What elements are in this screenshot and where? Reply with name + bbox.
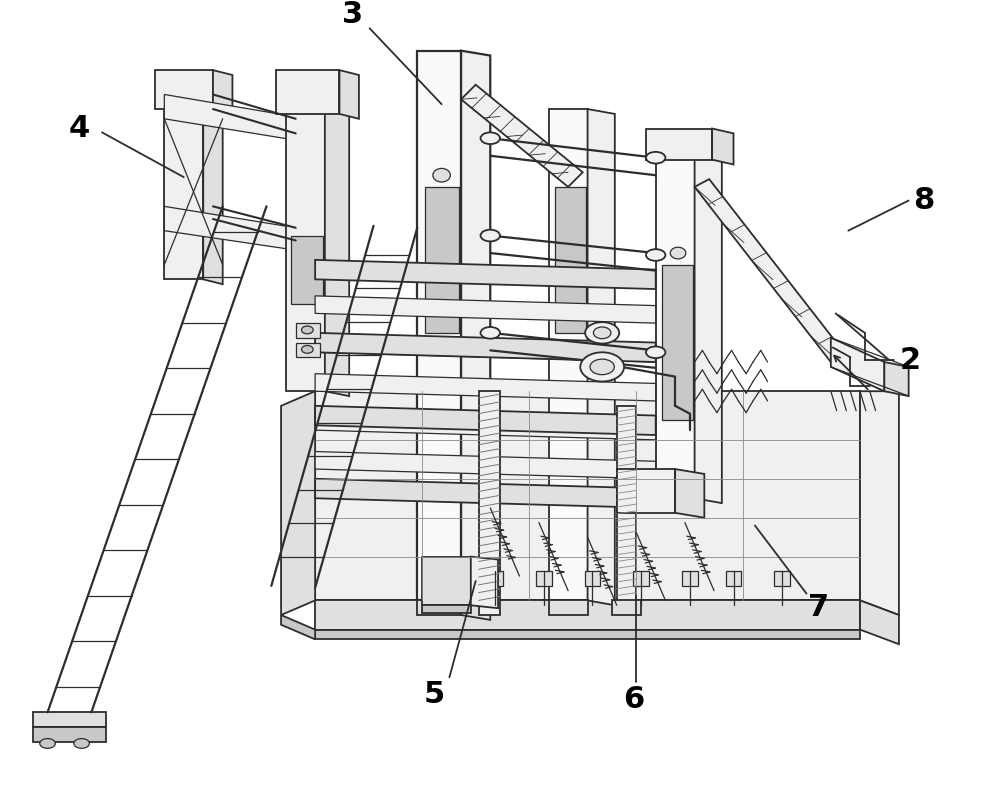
Polygon shape	[315, 452, 656, 478]
Polygon shape	[315, 600, 860, 629]
Ellipse shape	[670, 247, 686, 259]
Text: 8: 8	[914, 186, 935, 215]
Polygon shape	[425, 187, 459, 333]
Polygon shape	[276, 70, 339, 114]
Ellipse shape	[580, 352, 624, 381]
Ellipse shape	[646, 249, 665, 261]
Polygon shape	[682, 571, 698, 586]
Ellipse shape	[585, 322, 619, 344]
Ellipse shape	[302, 345, 313, 354]
Polygon shape	[296, 342, 320, 357]
Polygon shape	[296, 323, 320, 337]
Polygon shape	[831, 337, 884, 391]
Polygon shape	[315, 374, 656, 401]
Polygon shape	[612, 600, 641, 615]
Polygon shape	[315, 413, 656, 440]
Ellipse shape	[302, 326, 313, 334]
Polygon shape	[662, 264, 693, 420]
Ellipse shape	[646, 152, 665, 164]
Polygon shape	[315, 478, 656, 508]
Polygon shape	[555, 187, 586, 333]
Polygon shape	[339, 70, 359, 118]
Text: 6: 6	[623, 685, 644, 714]
Polygon shape	[536, 571, 552, 586]
Polygon shape	[164, 79, 203, 99]
Polygon shape	[646, 128, 712, 160]
Polygon shape	[549, 600, 588, 615]
Text: 3: 3	[342, 0, 363, 29]
Polygon shape	[315, 629, 860, 639]
Polygon shape	[675, 469, 704, 517]
Text: 4: 4	[69, 114, 90, 143]
Text: 2: 2	[900, 345, 921, 375]
Polygon shape	[417, 50, 461, 600]
Polygon shape	[549, 109, 588, 600]
Polygon shape	[461, 50, 490, 605]
Polygon shape	[315, 406, 656, 435]
Polygon shape	[422, 605, 471, 613]
Ellipse shape	[433, 169, 450, 182]
Ellipse shape	[593, 327, 611, 339]
Polygon shape	[164, 206, 296, 250]
Ellipse shape	[74, 739, 89, 749]
Polygon shape	[33, 712, 106, 727]
Polygon shape	[461, 600, 490, 620]
Polygon shape	[315, 296, 656, 323]
Polygon shape	[633, 571, 649, 586]
Polygon shape	[164, 94, 296, 140]
Ellipse shape	[481, 327, 500, 339]
Polygon shape	[617, 406, 636, 605]
Polygon shape	[695, 148, 722, 503]
Polygon shape	[656, 498, 695, 510]
Polygon shape	[203, 99, 223, 284]
Polygon shape	[315, 391, 860, 600]
Polygon shape	[656, 148, 695, 498]
Polygon shape	[315, 260, 656, 289]
Polygon shape	[286, 79, 325, 109]
Polygon shape	[479, 391, 500, 615]
Polygon shape	[281, 615, 315, 639]
Polygon shape	[712, 128, 734, 165]
Polygon shape	[585, 571, 600, 586]
Polygon shape	[884, 362, 909, 396]
Polygon shape	[281, 391, 315, 615]
Polygon shape	[417, 600, 461, 615]
Polygon shape	[860, 600, 899, 644]
Ellipse shape	[481, 132, 500, 144]
Polygon shape	[726, 571, 741, 586]
Polygon shape	[155, 70, 213, 109]
Polygon shape	[33, 727, 106, 741]
Polygon shape	[487, 571, 503, 586]
Ellipse shape	[646, 346, 665, 358]
Polygon shape	[774, 571, 790, 586]
Ellipse shape	[481, 230, 500, 242]
Polygon shape	[315, 333, 656, 362]
Ellipse shape	[590, 359, 614, 375]
Polygon shape	[422, 556, 471, 605]
Polygon shape	[164, 99, 203, 279]
Polygon shape	[315, 335, 656, 362]
Polygon shape	[286, 109, 325, 391]
Polygon shape	[617, 469, 675, 513]
Polygon shape	[461, 84, 583, 187]
Polygon shape	[471, 556, 498, 608]
Polygon shape	[325, 109, 349, 396]
Polygon shape	[291, 235, 323, 303]
Text: 7: 7	[808, 593, 829, 622]
Polygon shape	[860, 391, 899, 615]
Ellipse shape	[40, 739, 55, 749]
Polygon shape	[695, 179, 845, 362]
Text: 5: 5	[423, 680, 444, 710]
Polygon shape	[213, 70, 232, 114]
Polygon shape	[588, 109, 615, 605]
